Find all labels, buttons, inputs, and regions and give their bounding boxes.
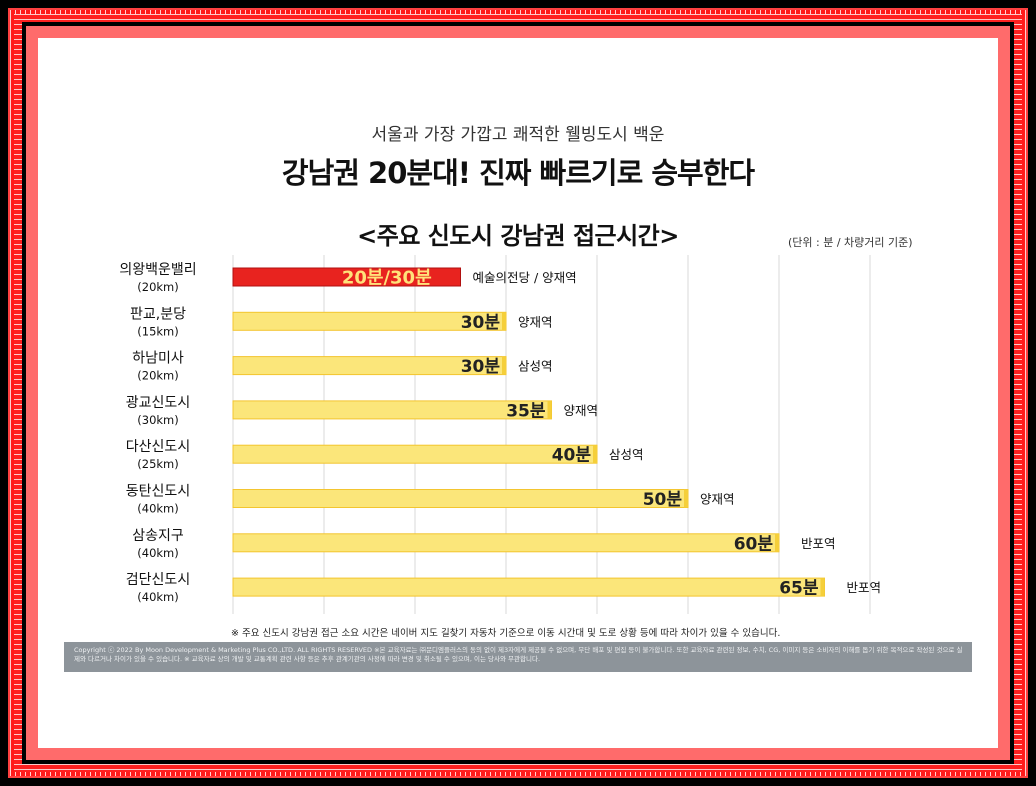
bar-end-accent (547, 400, 552, 419)
category-distance: (15km) (137, 324, 178, 338)
value-label: 40분 (552, 446, 592, 466)
category-label: 삼송지구 (132, 528, 184, 544)
value-label: 60분 (734, 534, 774, 554)
bar (232, 444, 598, 464)
bar-end-accent (502, 356, 506, 375)
category-label: 의왕백운밸리 (119, 262, 196, 278)
category-distance: (30km) (137, 413, 178, 427)
category-label: 판교,분당 (130, 306, 186, 322)
category-distance: (40km) (137, 502, 178, 516)
bar-end-accent (593, 445, 597, 464)
category-label: 광교신도시 (126, 395, 190, 411)
unit-note: (단위 : 분 / 차량거리 기준) (788, 236, 913, 249)
subtitle: 서울과 가장 가깝고 쾌적한 웰빙도시 백운 (371, 125, 665, 145)
category-distance: (20km) (137, 280, 178, 294)
bar-end-accent (684, 489, 688, 508)
category-distance: (40km) (137, 590, 178, 604)
value-label: 30분 (461, 357, 501, 377)
chart-canvas: 서울과 가장 가깝고 쾌적한 웰빙도시 백운 강남권 20분대! 진짜 빠르기로… (38, 38, 998, 748)
bar (232, 533, 780, 553)
bar (232, 489, 689, 508)
chart-title: <주요 신도시 강남권 접근시간> (357, 222, 679, 250)
category-distance: (20km) (137, 369, 178, 383)
destination-label: 양재역 (700, 492, 735, 507)
destination-label: 삼성역 (609, 447, 644, 462)
footnote: ※ 주요 신도시 강남권 접근 소요 시간은 네이버 지도 길찾기 자동차 기준… (231, 628, 781, 639)
destination-label: 예술의전당 / 양재역 (473, 270, 577, 285)
bar (232, 577, 825, 597)
value-label: 50분 (643, 490, 683, 510)
destination-label: 반포역 (801, 536, 836, 551)
category-distance: (40km) (137, 546, 178, 560)
copyright-bar: Copyright ⓒ 2022 By Moon Development & M… (64, 642, 972, 672)
destination-label: 반포역 (847, 580, 882, 595)
category-label: 검단신도시 (126, 572, 190, 588)
bar (232, 267, 461, 287)
destination-label: 삼성역 (518, 359, 553, 374)
value-label: 30분 (461, 313, 501, 333)
destination-label: 양재역 (564, 403, 599, 418)
bar-end-accent (502, 312, 506, 331)
value-label: 35분 (506, 401, 546, 421)
category-label: 다산신도시 (126, 439, 190, 455)
copyright-text: Copyright ⓒ 2022 By Moon Development & M… (74, 646, 963, 663)
destination-label: 양재역 (518, 314, 553, 329)
bar-end-accent (775, 533, 779, 552)
bar-end-accent (820, 578, 825, 597)
value-label: 65분 (779, 579, 819, 599)
value-label: 20분/30분 (342, 268, 432, 289)
category-label: 하남미사 (132, 351, 184, 367)
category-label: 동탄신도시 (126, 484, 190, 500)
headline: 강남권 20분대! 진짜 빠르기로 승부한다 (281, 156, 755, 190)
bar (232, 400, 552, 420)
category-distance: (25km) (137, 457, 178, 471)
